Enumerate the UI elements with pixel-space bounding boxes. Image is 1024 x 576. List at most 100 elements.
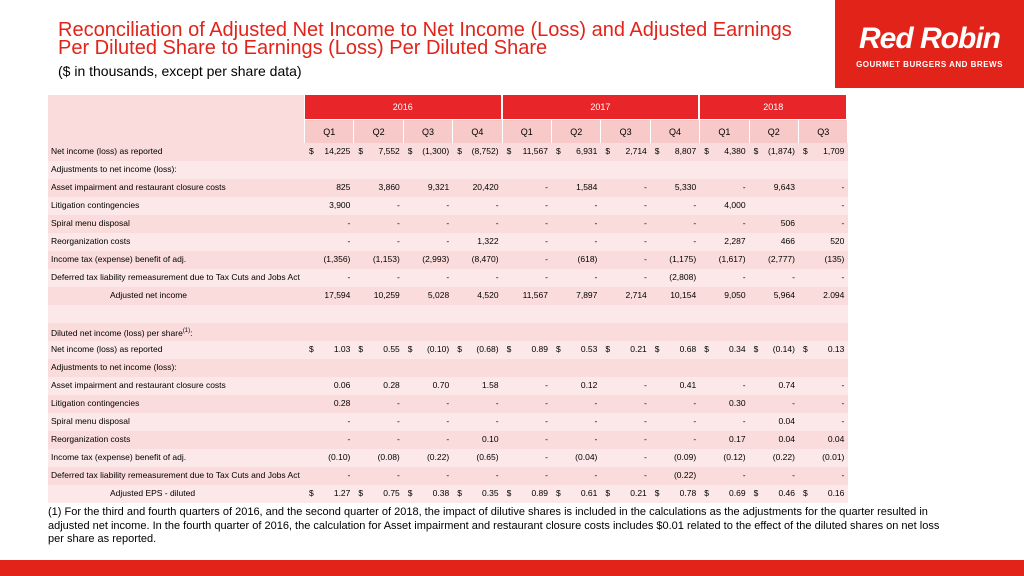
table-cell: $0.69 — [700, 485, 751, 504]
row-label-text: Net income (loss) as reported — [51, 344, 163, 354]
row-label: Deferred tax liability remeasurement due… — [48, 269, 309, 288]
cell-value: - — [643, 470, 647, 480]
table-cell: - — [601, 269, 652, 288]
cell-value: - — [347, 470, 351, 480]
table-cell: 1,584 — [552, 179, 603, 198]
cell-value: - — [841, 218, 845, 228]
logo: Red Robin GOURMET BURGERS AND BREWS — [835, 0, 1024, 88]
table-cell: $14,225 — [305, 143, 356, 162]
table-cell — [749, 323, 800, 342]
table-cell: 9,050 — [700, 287, 751, 306]
table-cell — [799, 161, 850, 180]
table-cell: $ (0.10) — [403, 341, 455, 360]
currency-symbol: $ — [506, 146, 512, 156]
currency-symbol: $ — [654, 488, 660, 498]
cell-value: 0.28 — [333, 398, 351, 408]
currency-symbol: $ — [605, 344, 611, 354]
table-cell: - — [354, 467, 405, 486]
cell-value: - — [841, 200, 845, 210]
table-cell: (135) — [799, 251, 850, 270]
table-cell — [403, 305, 455, 324]
currency-symbol: $ — [506, 488, 512, 498]
header-corner — [48, 95, 305, 143]
cell-value: 1.03 — [333, 344, 351, 354]
cell-value: 0.53 — [580, 344, 598, 354]
quarter-header: Q1 — [502, 119, 552, 143]
cell-value: 0.68 — [679, 344, 697, 354]
cell-value: - — [594, 200, 598, 210]
quarter-header: Q1 — [700, 119, 750, 143]
cell-value: - — [594, 236, 598, 246]
table-cell: 10,259 — [354, 287, 405, 306]
table-cell: - — [601, 395, 652, 414]
cell-value: - — [742, 182, 746, 192]
cell-value: (1,617) — [718, 254, 746, 264]
table-cell: 2,714 — [601, 287, 652, 306]
currency-symbol: $ — [605, 488, 611, 498]
table-cell: (2,808) — [650, 269, 702, 288]
row-label: Net income (loss) as reported — [48, 341, 309, 360]
footnote-ref: (1) — [182, 328, 191, 334]
cell-value: - — [643, 452, 647, 462]
cell-value: - — [693, 416, 697, 426]
table-cell: $0.13 — [799, 341, 850, 360]
table-cell: 0.41 — [650, 377, 702, 396]
cell-value: - — [594, 470, 598, 480]
table-cell: 4,520 — [453, 287, 504, 306]
table-cell — [799, 359, 850, 378]
cell-value: - — [545, 380, 548, 390]
table-cell: - — [700, 179, 751, 198]
table-cell — [601, 359, 652, 378]
cell-value: (618) — [577, 254, 598, 264]
table-cell: (1,175) — [650, 251, 702, 270]
table-cell: - — [749, 467, 800, 486]
cell-value: - — [792, 470, 795, 480]
table-cell: $0.75 — [354, 485, 405, 504]
table-cell: - — [305, 233, 356, 252]
cell-value: - — [643, 218, 647, 228]
cell-value: 20,420 — [472, 182, 499, 192]
table-cell — [601, 305, 652, 324]
row-label-text: Reorganization costs — [51, 236, 131, 246]
table-cell: $2,714 — [601, 143, 652, 162]
table-cell: $ (0.68) — [453, 341, 504, 360]
cell-value: 0.55 — [383, 344, 400, 354]
cell-value: - — [446, 416, 450, 426]
currency-symbol: $ — [704, 344, 709, 354]
table-cell: (0.12) — [700, 449, 751, 468]
table-cell: 9,643 — [749, 179, 800, 198]
table-cell: - — [305, 269, 356, 288]
currency-symbol: $ — [309, 146, 314, 156]
quarter-header: Q1 — [305, 119, 355, 143]
quarter-header: Q2 — [749, 119, 799, 143]
table-cell — [453, 161, 504, 180]
cell-value: 3,900 — [329, 200, 351, 210]
cell-value: 10,259 — [373, 290, 400, 300]
table-cell: 825 — [305, 179, 356, 198]
table-cell: (0.22) — [650, 467, 702, 486]
quarter-header: Q3 — [799, 119, 849, 143]
table-cell — [700, 161, 751, 180]
cell-value: 2,714 — [625, 290, 647, 300]
table-cell: - — [552, 395, 603, 414]
quarter-header: Q2 — [552, 119, 602, 143]
table-cell — [552, 359, 603, 378]
table-cell: $0.53 — [552, 341, 603, 360]
cell-value: 0.04 — [778, 434, 795, 444]
row-label-text: Reorganization costs — [51, 434, 131, 444]
table-cell: 2.094 — [799, 287, 850, 306]
table-cell: 466 — [749, 233, 800, 252]
cell-value: - — [841, 470, 845, 480]
quarter-header: Q2 — [354, 119, 404, 143]
table-cell: $0.16 — [799, 485, 850, 504]
cell-value: - — [742, 380, 746, 390]
cell-value: - — [643, 254, 647, 264]
table-cell: - — [700, 377, 751, 396]
table-cell: $0.34 — [700, 341, 751, 360]
table-cell: - — [650, 413, 702, 432]
currency-symbol: $ — [457, 344, 462, 354]
cell-value: 0.04 — [827, 434, 845, 444]
table-cell — [749, 161, 800, 180]
cell-value: - — [841, 398, 845, 408]
currency-symbol: $ — [605, 146, 611, 156]
